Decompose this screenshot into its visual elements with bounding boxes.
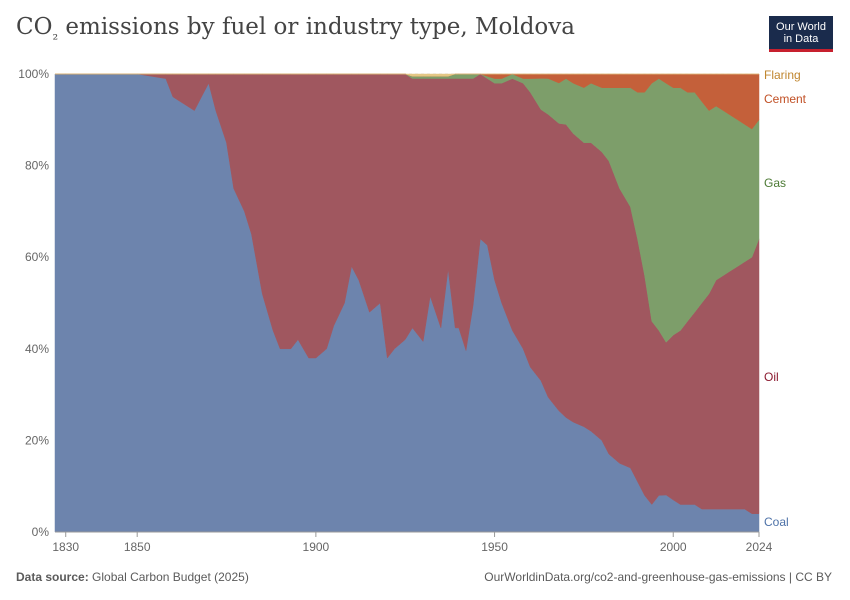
source-link[interactable]: Global Carbon Budget (2025) — [92, 570, 249, 584]
y-tick-label: 100% — [18, 67, 49, 81]
chart-title: CO₂ emissions by fuel or industry type, … — [16, 14, 575, 44]
legend-label-flaring: Flaring — [764, 68, 801, 82]
x-tick-label: 2024 — [746, 540, 773, 554]
x-tick-label: 1950 — [481, 540, 508, 554]
x-tick-label: 1850 — [124, 540, 151, 554]
y-tick-label: 40% — [25, 342, 49, 356]
legend-label-coal: Coal — [764, 515, 789, 529]
logo-line-2: in Data — [783, 33, 819, 45]
x-tick-label: 1900 — [303, 540, 330, 554]
y-tick-label: 20% — [25, 433, 49, 447]
area-flaring — [55, 73, 759, 77]
legend-label-gas: Gas — [764, 176, 786, 190]
legend-label-cement: Cement — [764, 92, 807, 106]
data-source: Data source: Global Carbon Budget (2025) — [16, 570, 249, 584]
footer-url[interactable]: OurWorldinData.org/co2-and-greenhouse-ga… — [484, 570, 832, 584]
y-tick-label: 60% — [25, 250, 49, 264]
owid-logo[interactable]: Our World in Data — [769, 16, 833, 52]
logo-line-1: Our World — [776, 21, 826, 33]
legend-label-oil: Oil — [764, 370, 779, 384]
y-tick-label: 80% — [25, 159, 49, 173]
x-tick-label: 2000 — [660, 540, 687, 554]
y-tick-label: 0% — [32, 525, 50, 539]
x-tick-label: 1830 — [52, 540, 79, 554]
